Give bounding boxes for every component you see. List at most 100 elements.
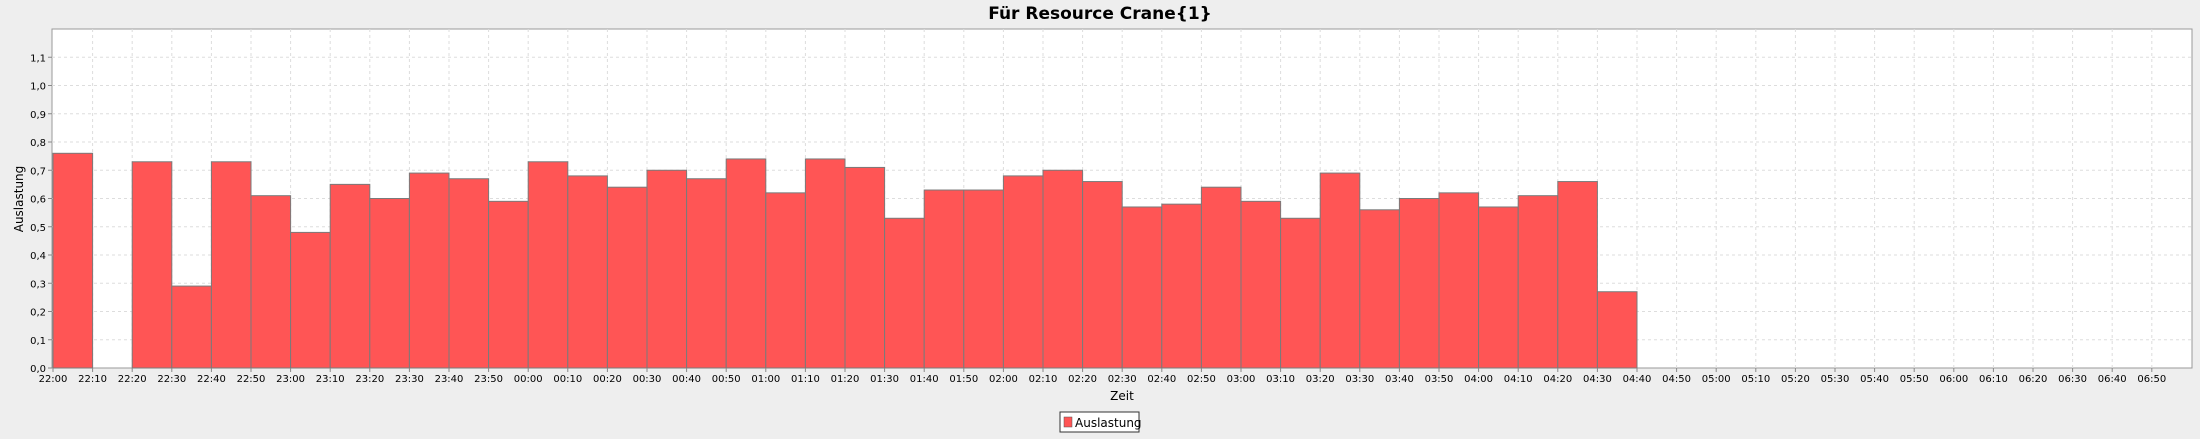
- x-tick-label: 02:00: [989, 374, 1018, 385]
- x-tick-label: 04:40: [1623, 374, 1652, 385]
- bar: [329, 183, 371, 369]
- bar: [1200, 186, 1242, 369]
- bar: [1042, 169, 1084, 369]
- x-tick-label: 22:40: [197, 374, 226, 385]
- y-tick-label: 0,0: [30, 364, 46, 375]
- x-tick-label: 05:30: [1821, 374, 1850, 385]
- x-tick-label: 04:20: [1543, 374, 1572, 385]
- x-tick-label: 22:30: [157, 374, 186, 385]
- x-tick-label: 05:00: [1702, 374, 1731, 385]
- x-tick-label: 05:40: [1860, 374, 1889, 385]
- bar: [1398, 198, 1440, 369]
- bar: [1596, 291, 1638, 369]
- x-tick-label: 01:00: [751, 374, 780, 385]
- x-tick-label: 01:10: [791, 374, 820, 385]
- x-tick-label: 06:20: [2019, 374, 2048, 385]
- y-tick-label: 0,6: [30, 195, 46, 206]
- y-tick-label: 0,8: [30, 138, 46, 149]
- x-tick-label: 04:30: [1583, 374, 1612, 385]
- x-tick-label: 22:20: [118, 374, 147, 385]
- x-tick-label: 00:50: [712, 374, 741, 385]
- x-tick-label: 23:00: [276, 374, 305, 385]
- legend-box: [1059, 411, 1140, 433]
- bar: [1478, 206, 1519, 369]
- bar: [52, 152, 94, 369]
- y-tick-label: 0,3: [30, 279, 46, 290]
- bar: [844, 166, 886, 369]
- x-tick-label: 06:50: [2137, 374, 2166, 385]
- y-tick-label: 0,7: [30, 166, 46, 177]
- y-tick-label: 0,4: [30, 251, 46, 262]
- x-tick-label: 03:10: [1266, 374, 1295, 385]
- x-tick-label: 00:00: [514, 374, 543, 385]
- legend: Auslastung: [1059, 411, 1142, 433]
- bar: [1121, 206, 1163, 369]
- y-tick-label: 1,1: [30, 53, 46, 64]
- x-tick-label: 04:00: [1464, 374, 1493, 385]
- x-tick-label: 05:50: [1900, 374, 1929, 385]
- axes: 0,0 0,1 0,2 0,3 0,4 0,5 0,6 0,7 0,8 0,9 1,0 1,1 22:0…: [30, 53, 2166, 385]
- bar: [884, 217, 925, 369]
- x-tick-label: 00:40: [672, 374, 701, 385]
- bars: [52, 152, 1638, 369]
- x-tick-label: 04:10: [1504, 374, 1533, 385]
- bar: [923, 189, 965, 369]
- x-tick-label: 00:30: [633, 374, 662, 385]
- bar: [765, 192, 806, 369]
- x-tick-label: 23:10: [316, 374, 345, 385]
- bar: [686, 178, 727, 369]
- legend-label: Auslastung: [1075, 416, 1142, 430]
- bar: [527, 161, 569, 369]
- bar: [408, 172, 450, 369]
- bar: [804, 158, 846, 369]
- y-tick-label: 0,5: [30, 223, 46, 234]
- bar: [1161, 203, 1202, 369]
- x-tick-label: 06:40: [2098, 374, 2127, 385]
- x-tick-label: 05:10: [1741, 374, 1770, 385]
- x-tick-label: 01:50: [949, 374, 978, 385]
- x-tick-label: 00:10: [553, 374, 582, 385]
- y-tick-label: 0,2: [30, 308, 46, 319]
- bar: [250, 195, 292, 369]
- bar: [725, 158, 767, 369]
- bar: [1082, 181, 1123, 369]
- x-tick-label: 22:10: [78, 374, 107, 385]
- x-tick-label: 06:10: [1979, 374, 2008, 385]
- bar: [210, 161, 252, 369]
- bar: [1359, 209, 1400, 369]
- x-tick-label: 22:00: [39, 374, 68, 385]
- x-tick-label: 23:40: [435, 374, 464, 385]
- x-tick-label: 01:20: [831, 374, 860, 385]
- x-tick-label: 02:10: [1029, 374, 1058, 385]
- x-tick-label: 02:30: [1108, 374, 1137, 385]
- x-tick-label: 04:50: [1662, 374, 1691, 385]
- bar: [1319, 172, 1361, 369]
- x-tick-label: 00:20: [593, 374, 622, 385]
- bar: [567, 175, 608, 369]
- bar: [1002, 175, 1044, 369]
- x-tick-label: 03:30: [1345, 374, 1374, 385]
- x-tick-label: 22:50: [237, 374, 266, 385]
- y-tick-label: 0,1: [30, 336, 46, 347]
- bar: [1438, 192, 1480, 369]
- bar: [131, 161, 173, 369]
- bar: [448, 178, 490, 369]
- bar: [1240, 200, 1282, 369]
- bar: [1280, 217, 1321, 369]
- x-tick-label: 01:30: [870, 374, 899, 385]
- x-tick-label: 23:30: [395, 374, 424, 385]
- x-axis-label: Zeit: [1110, 389, 1134, 403]
- legend-swatch: [1063, 416, 1073, 428]
- bar: [488, 200, 529, 369]
- bar: [963, 189, 1004, 369]
- x-tick-label: 01:40: [910, 374, 939, 385]
- bar: [1517, 195, 1559, 369]
- x-tick-label: 02:40: [1147, 374, 1176, 385]
- bar: [171, 285, 212, 369]
- x-tick-label: 23:50: [474, 374, 503, 385]
- y-tick-label: 1,0: [30, 82, 46, 93]
- bar: [606, 186, 648, 369]
- x-tick-label: 23:20: [355, 374, 384, 385]
- x-tick-label: 02:20: [1068, 374, 1097, 385]
